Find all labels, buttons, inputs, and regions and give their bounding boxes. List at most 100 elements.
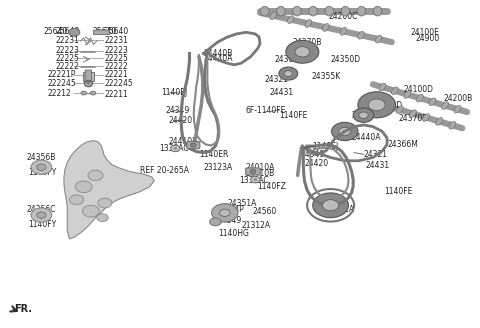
Circle shape [313, 193, 348, 218]
Text: 222245: 222245 [48, 79, 76, 88]
Circle shape [353, 108, 374, 122]
Circle shape [84, 82, 92, 87]
Circle shape [36, 164, 46, 171]
Text: 24356C: 24356C [27, 205, 56, 214]
Text: 1140FZ: 1140FZ [258, 182, 287, 191]
Circle shape [284, 71, 292, 76]
Ellipse shape [276, 6, 285, 16]
Circle shape [210, 218, 221, 226]
Ellipse shape [379, 83, 386, 91]
Ellipse shape [375, 35, 382, 43]
Text: 25640: 25640 [43, 27, 68, 36]
Text: 25640: 25640 [105, 27, 129, 36]
Text: 22223: 22223 [56, 46, 79, 55]
Text: 24900: 24900 [415, 34, 440, 43]
Ellipse shape [341, 6, 349, 16]
Circle shape [323, 200, 338, 211]
Text: 24440A: 24440A [204, 54, 233, 63]
Circle shape [90, 91, 96, 95]
Ellipse shape [288, 16, 294, 24]
Text: 1140EJ: 1140EJ [161, 88, 188, 97]
Circle shape [31, 160, 52, 174]
Text: 24420: 24420 [168, 115, 192, 125]
Ellipse shape [323, 24, 329, 31]
Circle shape [81, 91, 86, 95]
Circle shape [191, 143, 196, 147]
Ellipse shape [396, 106, 403, 113]
Circle shape [359, 112, 368, 118]
Circle shape [250, 170, 256, 174]
Ellipse shape [422, 114, 430, 121]
Ellipse shape [270, 12, 276, 20]
Circle shape [31, 208, 52, 222]
FancyBboxPatch shape [187, 142, 200, 149]
Circle shape [286, 40, 319, 63]
Circle shape [295, 47, 310, 57]
Text: 1140EJ: 1140EJ [312, 142, 338, 151]
Text: 22212: 22212 [48, 89, 71, 98]
Text: 24100D: 24100D [404, 85, 433, 94]
Circle shape [253, 178, 257, 181]
Text: 22225: 22225 [56, 54, 79, 63]
Text: 24410B: 24410B [168, 137, 198, 146]
Text: 1140HG: 1140HG [218, 229, 249, 238]
FancyBboxPatch shape [83, 72, 94, 81]
Circle shape [171, 145, 180, 152]
Text: 24440B: 24440B [204, 49, 233, 58]
Circle shape [82, 205, 99, 217]
Text: 22222: 22222 [105, 62, 129, 71]
Circle shape [219, 209, 230, 216]
Wedge shape [69, 29, 80, 36]
Text: 1338AC: 1338AC [159, 144, 189, 153]
Circle shape [251, 176, 260, 183]
Text: 24200C: 24200C [328, 11, 358, 21]
Ellipse shape [305, 20, 312, 28]
Circle shape [279, 67, 298, 80]
Circle shape [332, 122, 358, 141]
Ellipse shape [449, 121, 456, 129]
Ellipse shape [293, 6, 301, 16]
Text: 24350D: 24350D [373, 101, 403, 110]
Text: 24010A: 24010A [246, 163, 276, 172]
Ellipse shape [429, 98, 436, 106]
Text: 24410B: 24410B [246, 169, 275, 178]
Text: 24440A: 24440A [352, 133, 381, 142]
Ellipse shape [409, 110, 416, 117]
Text: ▼: ▼ [73, 27, 79, 36]
Text: 24431: 24431 [269, 88, 294, 97]
Ellipse shape [454, 105, 461, 113]
FancyBboxPatch shape [94, 30, 109, 34]
Circle shape [368, 99, 385, 111]
Text: 24321: 24321 [363, 150, 387, 159]
Text: 26174P: 26174P [216, 205, 244, 214]
Text: 1140FY: 1140FY [29, 168, 57, 177]
Circle shape [87, 82, 90, 84]
Text: 25640: 25640 [93, 27, 117, 36]
Text: 22221: 22221 [105, 70, 129, 79]
Text: 24366M: 24366M [274, 55, 305, 64]
Text: 24431: 24431 [366, 161, 390, 170]
Ellipse shape [391, 87, 398, 94]
Ellipse shape [357, 6, 366, 16]
Text: 6F-1140FE: 6F-1140FE [246, 106, 286, 115]
Ellipse shape [404, 91, 411, 98]
Text: 24355K: 24355K [352, 111, 381, 120]
Text: 222245: 222245 [105, 79, 133, 88]
Text: 24560: 24560 [253, 207, 277, 215]
FancyBboxPatch shape [85, 70, 92, 80]
Ellipse shape [442, 102, 448, 109]
Text: 22222: 22222 [56, 62, 79, 71]
Text: 1338AC: 1338AC [239, 176, 268, 185]
Text: 22221P: 22221P [48, 70, 76, 79]
Text: 24349: 24349 [218, 216, 242, 225]
Ellipse shape [417, 94, 423, 102]
Text: 24420: 24420 [305, 159, 329, 169]
Text: 24355K: 24355K [312, 72, 341, 81]
Ellipse shape [261, 6, 269, 16]
Text: 24356B: 24356B [27, 153, 56, 162]
Text: 1140ER: 1140ER [199, 150, 228, 159]
Text: FR.: FR. [14, 304, 33, 314]
Circle shape [213, 205, 237, 221]
Text: 24370B: 24370B [399, 114, 428, 123]
Ellipse shape [373, 6, 382, 16]
